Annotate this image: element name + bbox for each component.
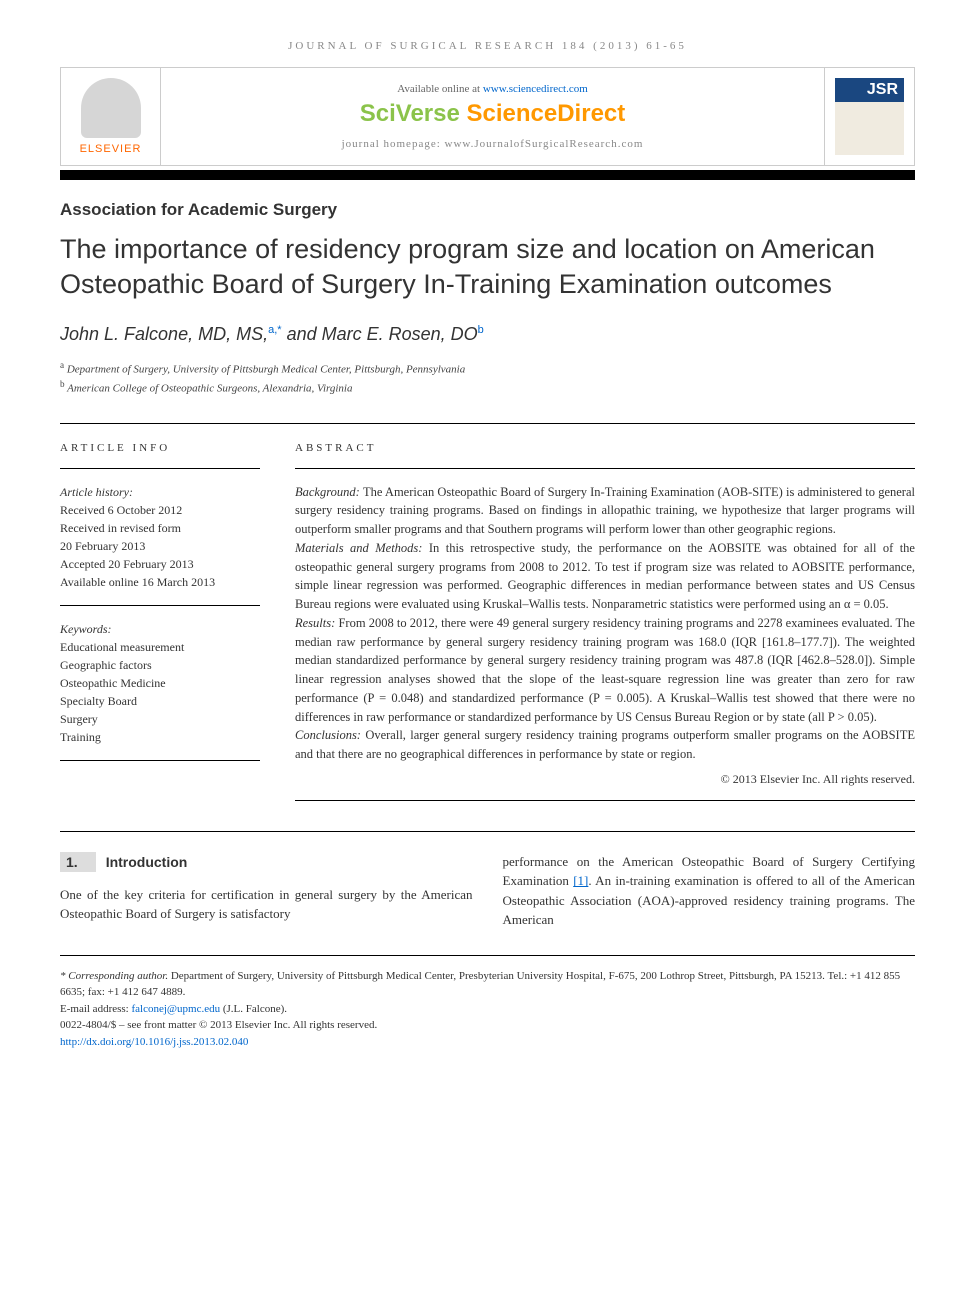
author-1[interactable]: John L. Falcone, MD, MS,: [60, 324, 268, 344]
elsevier-logo[interactable]: ELSEVIER: [61, 68, 161, 165]
affiliation-b: American College of Osteopathic Surgeons…: [67, 383, 352, 395]
keyword: Osteopathic Medicine: [60, 674, 260, 692]
abstract-con: Overall, larger general surgery residenc…: [295, 728, 915, 761]
intro-para-left: One of the key criteria for certificatio…: [60, 885, 473, 924]
email-line: E-mail address: falconej@upmc.edu (J.L. …: [60, 1001, 915, 1018]
issn-line: 0022-4804/$ – see front matter © 2013 El…: [60, 1017, 915, 1034]
corr-text: Department of Surgery, University of Pit…: [60, 970, 900, 999]
elsevier-label: ELSEVIER: [80, 143, 142, 155]
body-column-right: performance on the American Osteopathic …: [503, 852, 916, 930]
sciverse-logo[interactable]: SciVerse ScienceDirect: [360, 100, 626, 128]
keyword: Specialty Board: [60, 692, 260, 710]
jsr-cover-thumbnail[interactable]: JSR: [824, 68, 914, 165]
body-text: 1. Introduction One of the key criteria f…: [60, 831, 915, 930]
article-history: Article history: Received 6 October 2012…: [60, 483, 260, 606]
abstract-res-label: Results:: [295, 616, 338, 630]
sciverse-word: SciVerse: [360, 100, 467, 127]
abstract-heading: ABSTRACT: [295, 442, 915, 469]
article-info: ARTICLE INFO Article history: Received 6…: [60, 442, 260, 801]
available-text: Available online at: [397, 83, 483, 95]
available-online: Available online at www.sciencedirect.co…: [397, 83, 588, 95]
journal-citation: JOURNAL OF SURGICAL RESEARCH 184 (2013) …: [60, 40, 915, 52]
masthead: ELSEVIER Available online at www.science…: [60, 67, 915, 166]
reference-link-1[interactable]: [1]: [573, 873, 588, 888]
section-number: 1.: [60, 852, 96, 872]
abstract-con-label: Conclusions:: [295, 728, 365, 742]
revised-line1: Received in revised form: [60, 519, 260, 537]
abstract-res: From 2008 to 2012, there were 49 general…: [295, 616, 915, 724]
keyword: Surgery: [60, 710, 260, 728]
affiliations: a Department of Surgery, University of P…: [60, 359, 915, 397]
keywords: Keywords: Educational measurement Geogra…: [60, 620, 260, 761]
body-column-left: 1. Introduction One of the key criteria f…: [60, 852, 473, 930]
article-info-heading: ARTICLE INFO: [60, 442, 260, 469]
revised-line2: 20 February 2013: [60, 537, 260, 555]
section-heading-intro: 1. Introduction: [60, 852, 473, 873]
abstract-mm-label: Materials and Methods:: [295, 541, 429, 555]
masthead-center: Available online at www.sciencedirect.co…: [161, 68, 824, 165]
abstract-bg-label: Background:: [295, 485, 363, 499]
corr-label: * Corresponding author.: [60, 970, 168, 982]
abstract: ABSTRACT Background: The American Osteop…: [295, 442, 915, 801]
abstract-body: Background: The American Osteopathic Boa…: [295, 483, 915, 801]
keywords-label: Keywords:: [60, 620, 260, 638]
email-link[interactable]: falconej@upmc.edu: [131, 1003, 220, 1015]
email-suffix: (J.L. Falcone).: [220, 1003, 287, 1015]
keyword: Training: [60, 728, 260, 746]
author-2[interactable]: Marc E. Rosen, DO: [322, 324, 478, 344]
online-date: Available online 16 March 2013: [60, 573, 260, 591]
corresponding-author: * Corresponding author. Department of Su…: [60, 968, 915, 1001]
email-label: E-mail address:: [60, 1003, 131, 1015]
doi-link[interactable]: http://dx.doi.org/10.1016/j.jss.2013.02.…: [60, 1036, 248, 1048]
accepted-date: Accepted 20 February 2013: [60, 555, 260, 573]
abstract-bg: The American Osteopathic Board of Surger…: [295, 485, 915, 537]
separator-bar: [60, 170, 915, 180]
jsr-badge: JSR: [835, 78, 904, 102]
history-label: Article history:: [60, 483, 260, 501]
intro-para-right: performance on the American Osteopathic …: [503, 852, 916, 930]
sciencedirect-word: ScienceDirect: [467, 100, 626, 127]
author-1-affil[interactable]: a,: [268, 324, 277, 336]
affiliation-a: Department of Surgery, University of Pit…: [67, 364, 465, 376]
keyword: Educational measurement: [60, 638, 260, 656]
abstract-copyright: © 2013 Elsevier Inc. All rights reserved…: [295, 770, 915, 788]
author-2-affil[interactable]: b: [478, 324, 484, 336]
keyword: Geographic factors: [60, 656, 260, 674]
author-and: and: [282, 324, 322, 344]
article-section: Association for Academic Surgery: [60, 200, 915, 220]
sciencedirect-link[interactable]: www.sciencedirect.com: [483, 83, 588, 95]
article-title: The importance of residency program size…: [60, 232, 915, 302]
elsevier-tree-icon: [81, 78, 141, 138]
section-title: Introduction: [106, 854, 188, 870]
authors: John L. Falcone, MD, MS,a,* and Marc E. …: [60, 324, 915, 345]
journal-homepage: journal homepage: www.JournalofSurgicalR…: [342, 138, 644, 150]
footer: * Corresponding author. Department of Su…: [60, 955, 915, 1051]
received-date: Received 6 October 2012: [60, 501, 260, 519]
jsr-cover-body: [835, 102, 904, 155]
